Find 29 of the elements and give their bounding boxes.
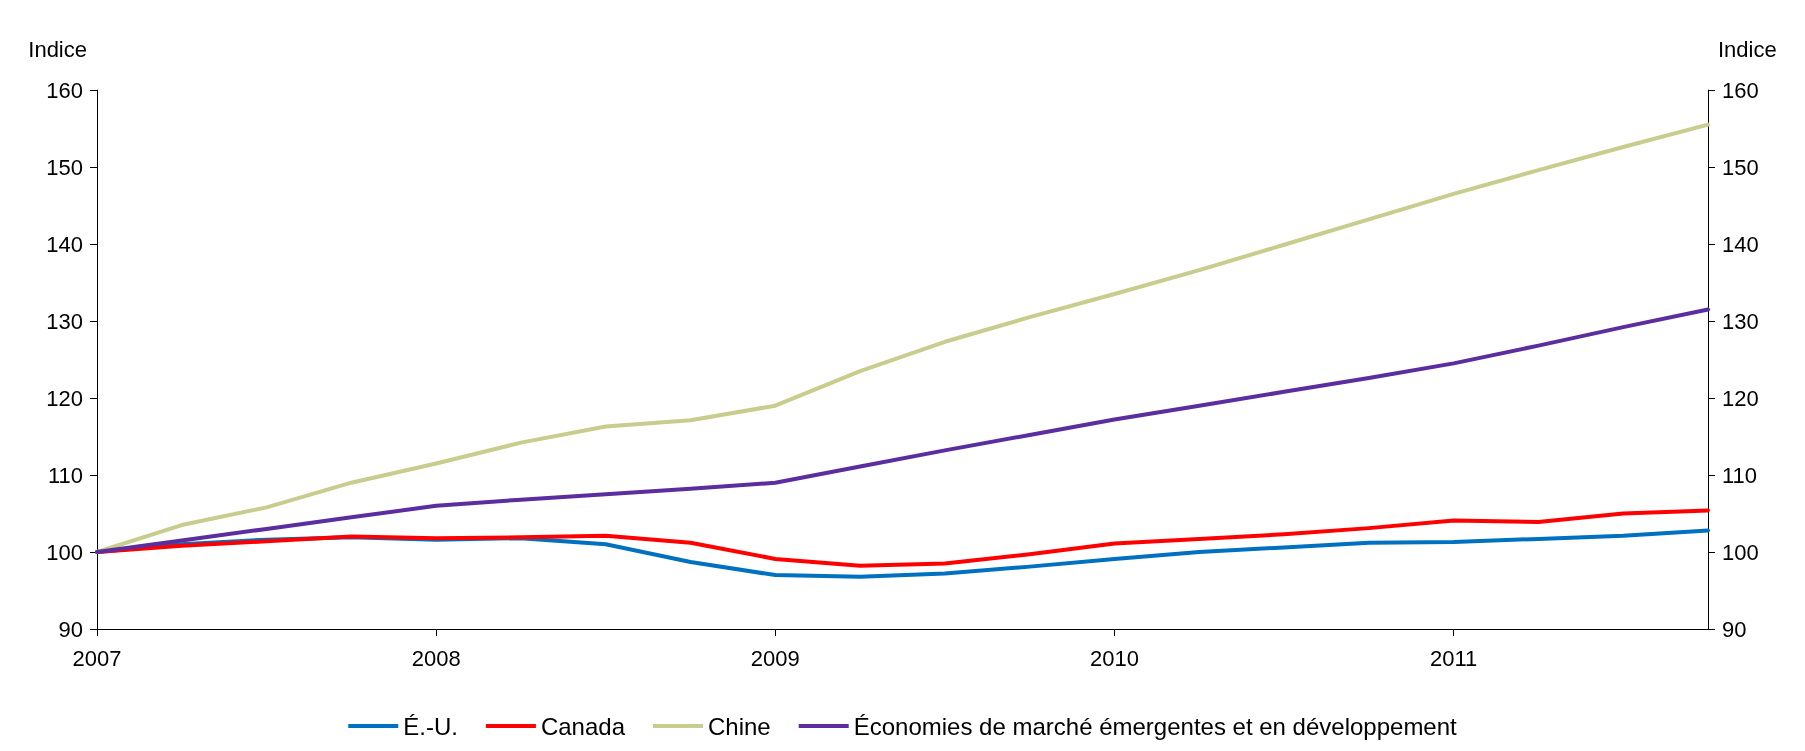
y2-tick-label: 90: [1722, 616, 1747, 642]
y2-tick-label: 150: [1722, 154, 1759, 180]
y-tick-label: 160: [46, 77, 83, 103]
y-tick-label: 120: [46, 385, 83, 411]
y2-tick-label: 100: [1722, 539, 1759, 565]
y2-axis-title: Indice: [1718, 36, 1777, 62]
y2-tick-label: 120: [1722, 385, 1759, 411]
line-series: [95, 307, 1710, 554]
x-tick-label: 2008: [411, 645, 461, 671]
legend-label: Canada: [540, 712, 626, 740]
y2-tick-label: 110: [1722, 462, 1758, 488]
y2-tick-label: 130: [1722, 308, 1759, 334]
x-tick-label: 2009: [750, 645, 800, 671]
y2-tick-label: 140: [1722, 231, 1759, 257]
legend-label: Chine: [708, 712, 771, 740]
x-tick-label: 2007: [72, 645, 122, 671]
y-axis-title: Indice: [28, 36, 87, 62]
y-tick-label: 90: [58, 616, 83, 642]
legend-label: É.-U.: [403, 712, 458, 740]
y-tick-label: 140: [46, 231, 83, 257]
y2-tick-label: 160: [1722, 77, 1759, 103]
y-tick-label: 130: [46, 308, 83, 334]
y-tick-label: 150: [46, 154, 83, 180]
legend-label: Économies de marché émergentes et en développement: [853, 712, 1458, 740]
line-series: [95, 508, 1710, 568]
y-tick-label: 100: [46, 539, 83, 565]
x-tick-label: 2011: [1429, 645, 1478, 671]
y-tick-label: 110: [47, 462, 83, 488]
x-tick-label: 2010: [1090, 645, 1139, 671]
